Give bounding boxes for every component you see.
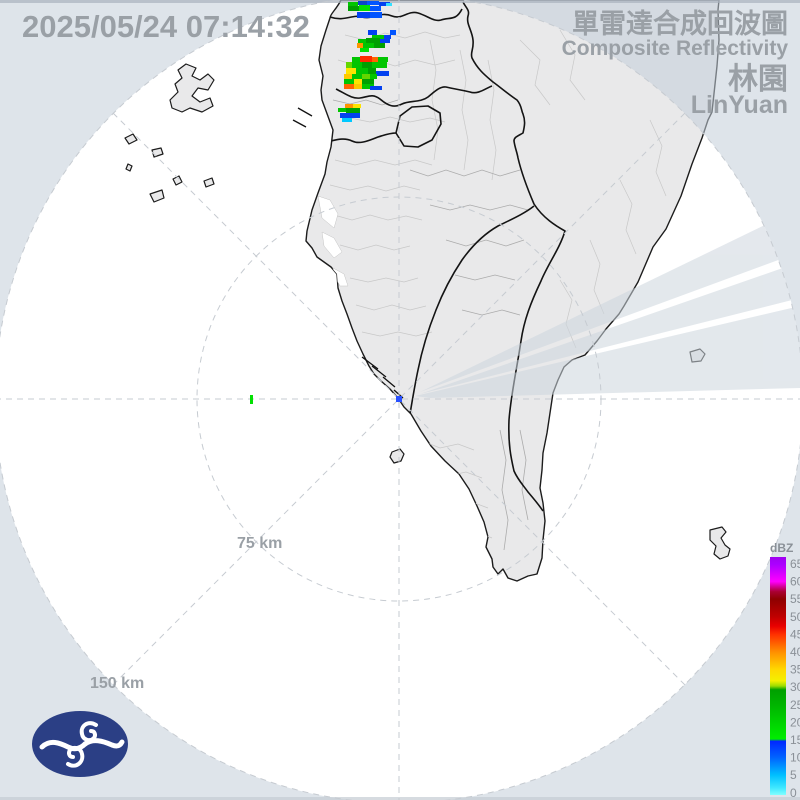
echo-cell [359, 5, 370, 11]
beam-blockage-wedges [415, 208, 800, 398]
colorbar-tick-label: 40 [790, 645, 800, 659]
echo-cell [357, 12, 370, 18]
echo-cell [362, 74, 370, 79]
colorbar-tick-label: 20 [790, 715, 800, 729]
bottom-edge-strip [0, 797, 800, 800]
title-zh: 單雷達合成回波圖 [572, 8, 788, 39]
echo-cell [353, 104, 361, 108]
colorbar-tick-label: 50 [790, 610, 800, 624]
echo-cell [358, 39, 366, 43]
echo-cell [380, 39, 390, 43]
colorbar-tick-label: 35 [790, 663, 800, 677]
title-en: Composite Reflectivity [562, 37, 789, 60]
colorbar-unit-label: dBZ [770, 541, 793, 555]
station-name-en: LinYuan [691, 91, 788, 119]
island-liuqiu [389, 448, 405, 464]
colorbar-tick-label: 30 [790, 680, 800, 694]
range-label-75km: 75 km [237, 535, 282, 552]
colorbar-tick-label: 0 [790, 786, 797, 800]
echo-cell [372, 57, 378, 62]
colorbar-tick-label: 25 [790, 698, 800, 712]
island-lanyu [709, 526, 731, 560]
echo-cell [370, 12, 382, 18]
echo-cell [360, 48, 369, 52]
radar-echoes [250, 1, 396, 404]
echo-cell [352, 74, 362, 79]
echo-cell [354, 79, 362, 84]
echo-cell [362, 79, 374, 84]
echo-cell [370, 74, 377, 79]
echo-cell [368, 30, 377, 35]
echo-cell [372, 62, 387, 68]
colorbar-gradient [770, 557, 786, 795]
echo-cell [250, 395, 253, 404]
colorbar-tick-label: 65 [790, 557, 800, 571]
echo-cell [366, 38, 380, 43]
echo-cell [363, 43, 374, 48]
echo-cell [348, 2, 358, 6]
echo-cell [379, 2, 390, 6]
echo-cell [338, 108, 346, 112]
echo-cell [367, 1, 379, 5]
cwb-logo [32, 711, 128, 777]
echo-cell [378, 57, 388, 62]
colorbar-tick-label: 55 [790, 592, 800, 606]
echo-cell [354, 84, 362, 89]
echo-cell [356, 68, 368, 74]
echo-cell [386, 3, 392, 6]
echo-cell [344, 79, 354, 84]
colorbar-tick-label: 15 [790, 733, 800, 747]
header: 2025/05/24 07:14:32 單雷達合成回波圖 Composite R… [22, 8, 788, 119]
echo-cell [352, 57, 360, 62]
colorbar-tick-label: 45 [790, 627, 800, 641]
echo-cell [370, 86, 382, 90]
echo-cell [376, 71, 389, 76]
echo-cell [362, 84, 374, 89]
echo-cell [360, 56, 372, 62]
echo-cell [358, 1, 367, 5]
landmass-taiwan [305, 0, 720, 582]
echo-cell [384, 35, 391, 39]
echo-cell [345, 104, 353, 108]
echo-cell [348, 6, 359, 11]
colorbar-tick-label: 60 [790, 575, 800, 589]
echo-cell [346, 108, 360, 113]
range-label-150km: 150 km [90, 675, 144, 692]
echo-cell [344, 84, 354, 89]
echo-cell [357, 43, 363, 48]
echo-cell [390, 30, 396, 35]
colorbar-tick-label: 5 [790, 768, 797, 782]
dbz-colorbar: dBZ 65605550454035302520151050 [770, 541, 800, 800]
echo-cell [344, 74, 352, 79]
echo-cell [342, 118, 352, 122]
echo-cell [374, 43, 385, 48]
colorbar-ticks: 65605550454035302520151050 [790, 557, 800, 800]
echo-cell [362, 62, 372, 68]
echo-cell [370, 6, 381, 11]
harbor-marks [292, 107, 404, 399]
timestamp: 2025/05/24 07:14:32 [22, 9, 310, 44]
echo-cell [352, 62, 362, 68]
echo-cell [340, 113, 360, 118]
top-edge-strip [0, 0, 800, 3]
radar-site-marker [396, 396, 402, 402]
echo-cell [346, 62, 352, 68]
station-name-zh: 林園 [728, 63, 788, 96]
colorbar-tick-label: 10 [790, 751, 800, 765]
echo-cell [372, 35, 384, 39]
echo-cell [346, 68, 356, 74]
echo-cell [368, 68, 376, 74]
